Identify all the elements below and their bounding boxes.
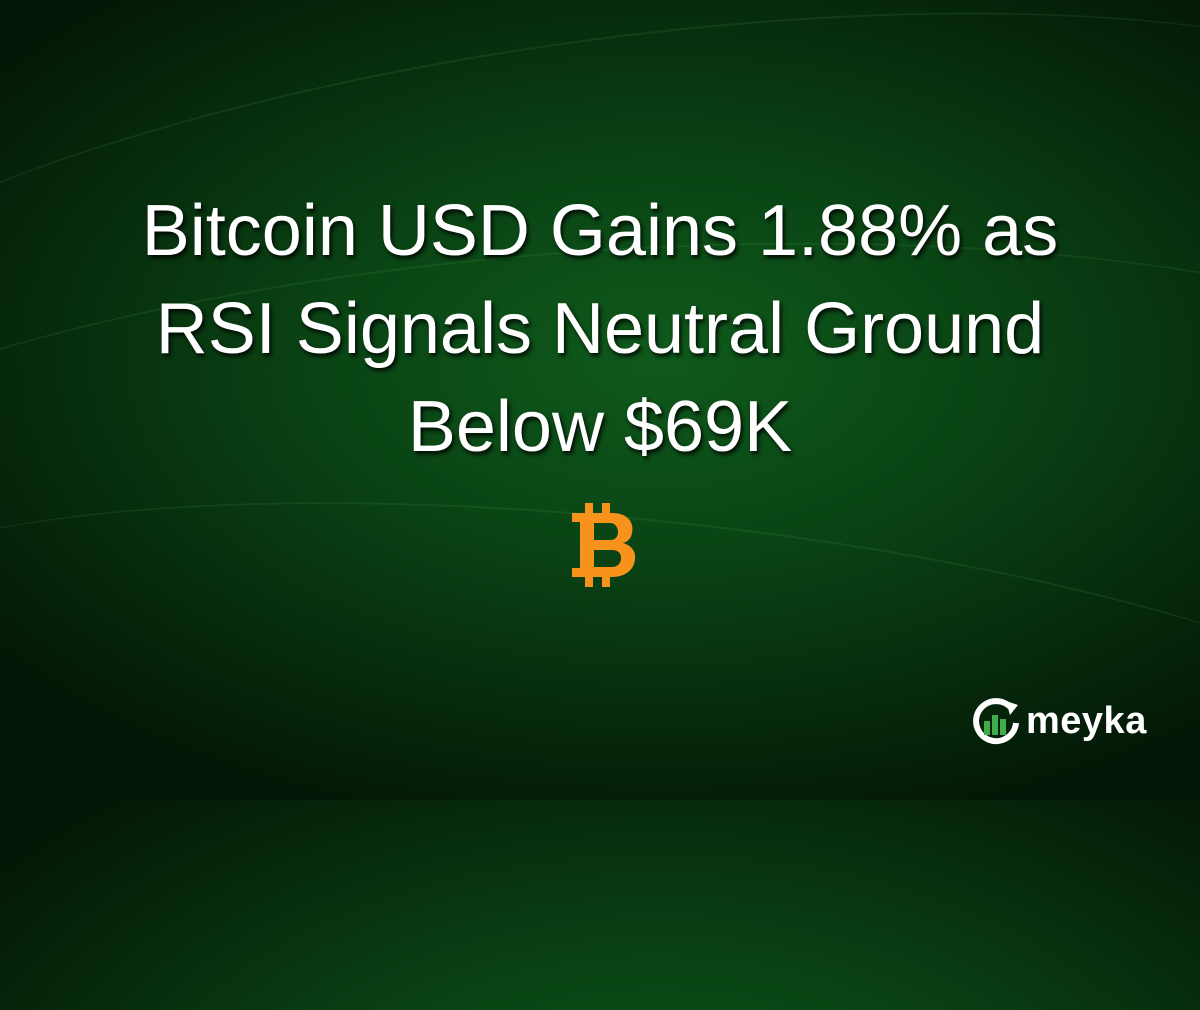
meyka-logo-icon [973,698,1019,745]
headline: Bitcoin USD Gains 1.88% as RSI Signals N… [0,182,1200,476]
meyka-logo: meyka [972,697,1147,745]
headline-line: RSI Signals Neutral Ground [155,289,1045,369]
meyka-logo-text: meyka [1026,699,1147,742]
headline-line: Below $69K [407,387,793,467]
headline-line: Bitcoin USD Gains 1.88% as [141,191,1059,271]
bitcoin-icon [572,503,636,587]
